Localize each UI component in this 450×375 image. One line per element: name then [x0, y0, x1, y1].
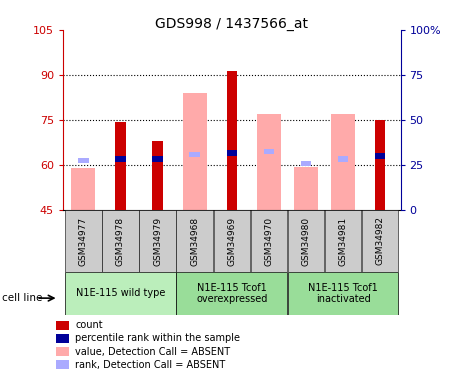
Bar — [375, 153, 385, 159]
Bar — [257, 114, 281, 210]
Text: rank, Detection Call = ABSENT: rank, Detection Call = ABSENT — [75, 360, 225, 370]
Bar — [56, 347, 69, 356]
Text: GSM34978: GSM34978 — [116, 216, 125, 266]
Bar — [301, 161, 311, 166]
Text: GSM34969: GSM34969 — [227, 216, 236, 266]
Text: N1E-115 Tcof1
overexpressed: N1E-115 Tcof1 overexpressed — [196, 283, 267, 304]
Bar — [56, 334, 69, 343]
Bar — [176, 210, 213, 272]
Bar — [65, 272, 176, 315]
Text: N1E-115 wild type: N1E-115 wild type — [76, 288, 165, 298]
Text: GSM34977: GSM34977 — [79, 216, 88, 266]
Text: GSM34981: GSM34981 — [338, 216, 347, 266]
Text: GSM34968: GSM34968 — [190, 216, 199, 266]
Bar — [153, 156, 163, 162]
Bar — [375, 120, 385, 210]
Bar — [226, 150, 237, 156]
Bar — [140, 210, 176, 272]
Bar — [362, 210, 398, 272]
Text: GDS998 / 1437566_at: GDS998 / 1437566_at — [155, 17, 308, 31]
Bar — [189, 152, 200, 157]
Bar — [325, 210, 361, 272]
Bar — [288, 210, 324, 272]
Bar — [56, 360, 69, 369]
Text: cell line: cell line — [2, 293, 43, 303]
Text: count: count — [75, 320, 103, 330]
Bar — [264, 149, 274, 154]
Bar — [176, 272, 287, 315]
Bar — [214, 210, 250, 272]
Bar — [153, 141, 163, 210]
Bar — [183, 93, 207, 210]
Bar — [331, 114, 355, 210]
Text: value, Detection Call = ABSENT: value, Detection Call = ABSENT — [75, 346, 230, 357]
Bar — [56, 321, 69, 330]
Text: percentile rank within the sample: percentile rank within the sample — [75, 333, 240, 344]
Bar — [115, 156, 126, 162]
Bar — [72, 168, 95, 210]
Bar — [102, 210, 139, 272]
Text: GSM34970: GSM34970 — [264, 216, 273, 266]
Bar — [226, 70, 237, 210]
Bar — [115, 122, 126, 210]
Text: GSM34982: GSM34982 — [376, 216, 385, 266]
Bar — [288, 272, 398, 315]
Bar — [78, 158, 89, 163]
Bar — [294, 166, 318, 210]
Text: GSM34980: GSM34980 — [302, 216, 310, 266]
Text: GSM34979: GSM34979 — [153, 216, 162, 266]
Text: N1E-115 Tcof1
inactivated: N1E-115 Tcof1 inactivated — [308, 283, 378, 304]
Bar — [251, 210, 287, 272]
Bar — [338, 156, 348, 162]
Bar — [65, 210, 102, 272]
